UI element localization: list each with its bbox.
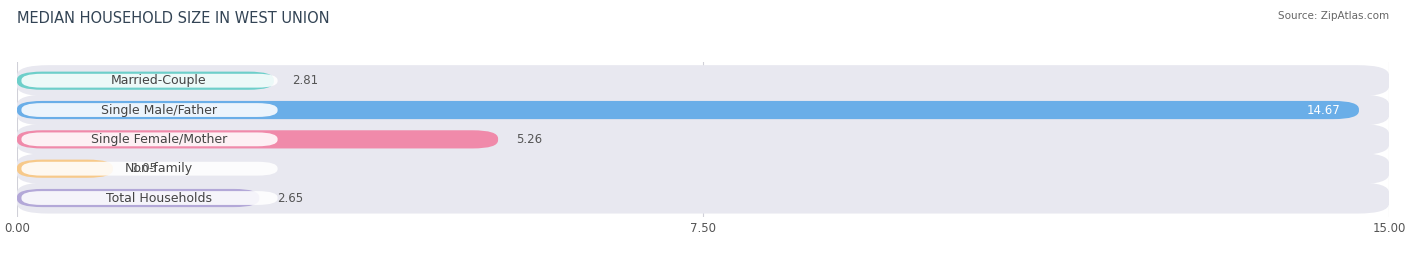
Text: Single Male/Father: Single Male/Father — [101, 103, 217, 117]
FancyBboxPatch shape — [17, 65, 1389, 96]
Text: 14.67: 14.67 — [1308, 103, 1341, 117]
FancyBboxPatch shape — [17, 95, 1389, 126]
FancyBboxPatch shape — [21, 132, 277, 146]
FancyBboxPatch shape — [17, 153, 1389, 184]
FancyBboxPatch shape — [17, 183, 1389, 214]
FancyBboxPatch shape — [17, 160, 112, 178]
Text: Married-Couple: Married-Couple — [111, 74, 207, 87]
Text: 2.81: 2.81 — [292, 74, 318, 87]
FancyBboxPatch shape — [17, 189, 259, 207]
FancyBboxPatch shape — [17, 130, 498, 148]
FancyBboxPatch shape — [21, 74, 277, 88]
FancyBboxPatch shape — [17, 72, 274, 90]
FancyBboxPatch shape — [21, 191, 277, 205]
FancyBboxPatch shape — [21, 162, 277, 176]
Text: Source: ZipAtlas.com: Source: ZipAtlas.com — [1278, 11, 1389, 21]
FancyBboxPatch shape — [17, 124, 1389, 155]
Text: Non-family: Non-family — [125, 162, 193, 175]
FancyBboxPatch shape — [17, 101, 1360, 119]
Text: 1.05: 1.05 — [131, 162, 157, 175]
Text: MEDIAN HOUSEHOLD SIZE IN WEST UNION: MEDIAN HOUSEHOLD SIZE IN WEST UNION — [17, 11, 329, 26]
Text: Single Female/Mother: Single Female/Mother — [90, 133, 226, 146]
FancyBboxPatch shape — [21, 103, 277, 117]
Text: 5.26: 5.26 — [516, 133, 543, 146]
Text: 2.65: 2.65 — [277, 192, 304, 204]
Text: Total Households: Total Households — [105, 192, 212, 204]
